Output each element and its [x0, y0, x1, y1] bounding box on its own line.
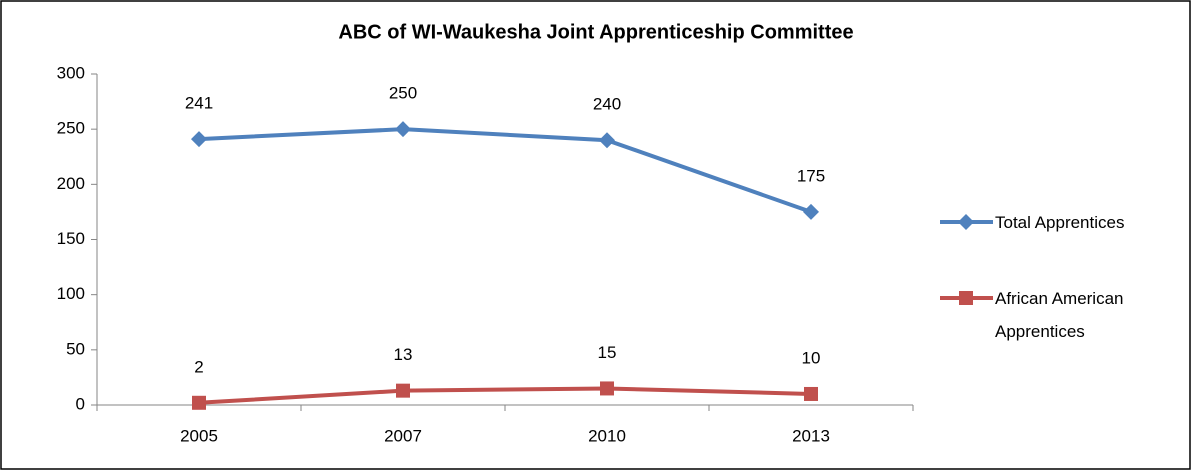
- legend-label: Total Apprentices: [995, 213, 1125, 232]
- series-line: [198, 386, 812, 405]
- point: [600, 381, 614, 396]
- y-tick-label: 150: [57, 229, 85, 248]
- data-label: 10: [802, 348, 821, 367]
- y-tick-label: 250: [57, 119, 85, 138]
- y-tick-label: 100: [57, 284, 85, 303]
- x-tick-label: 2005: [180, 426, 218, 445]
- point: [959, 291, 973, 305]
- point: [191, 131, 207, 148]
- y-tick-label: 200: [57, 174, 85, 193]
- data-label: 241: [185, 94, 213, 113]
- y-tick-label: 0: [76, 394, 85, 413]
- data-label: 240: [593, 95, 621, 114]
- point: [599, 132, 615, 149]
- series-line: [198, 127, 812, 214]
- data-label: 15: [598, 343, 617, 362]
- point: [396, 383, 410, 398]
- point: [958, 214, 974, 230]
- data-label: 2: [194, 357, 203, 376]
- x-tick-label: 2010: [588, 426, 626, 445]
- point: [803, 203, 819, 220]
- x-tick-label: 2013: [792, 426, 830, 445]
- legend-label: African American Apprentices: [995, 289, 1124, 341]
- x-tick-label: 2007: [384, 426, 422, 445]
- point: [192, 395, 206, 410]
- point: [395, 121, 411, 138]
- point: [804, 386, 818, 401]
- chart-title: ABC of WI-Waukesha Joint Apprenticeship …: [338, 21, 853, 43]
- y-tick-label: 300: [57, 63, 85, 82]
- data-label: 13: [394, 345, 413, 364]
- data-label: 175: [797, 166, 825, 185]
- y-tick-label: 50: [66, 339, 85, 358]
- data-label: 250: [389, 84, 417, 103]
